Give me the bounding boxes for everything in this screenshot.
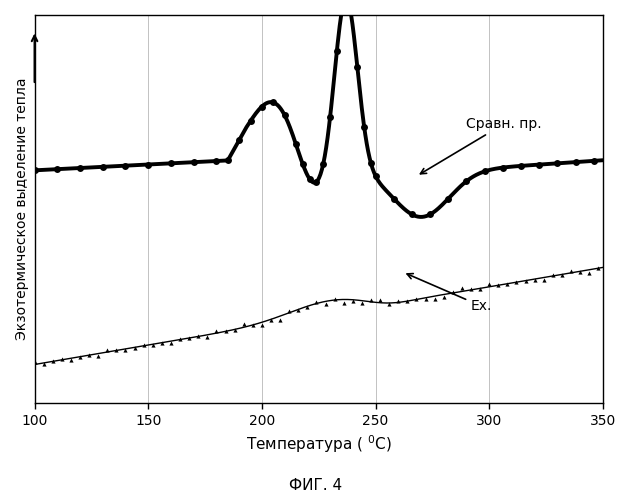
Text: Сравн. пр.: Сравн. пр. — [420, 116, 542, 174]
Y-axis label: Экзотермическое выделение тепла: Экзотермическое выделение тепла — [15, 78, 29, 340]
Text: ФИГ. 4: ФИГ. 4 — [289, 478, 342, 493]
X-axis label: Температура ( $^0$C): Температура ( $^0$C) — [246, 434, 392, 455]
Text: Ex.: Ex. — [407, 274, 492, 313]
